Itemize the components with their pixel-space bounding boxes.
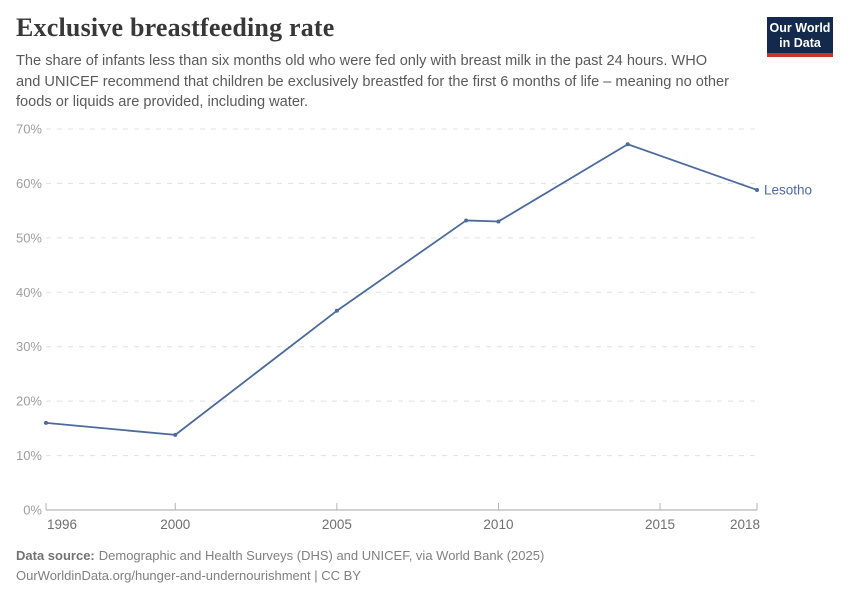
subtitle-line: The share of infants less than six month… (16, 53, 708, 69)
x-tick-label-2010: 2010 (483, 517, 513, 532)
subtitle-line: and UNICEF recommend that children be ex… (16, 73, 730, 90)
data-point-2010[interactable] (496, 219, 501, 224)
y-tick-label-10: 10% (16, 448, 42, 463)
y-tick-label-0: 0% (23, 503, 42, 518)
data-point-2000[interactable] (173, 432, 178, 437)
y-tick-label-50: 50% (16, 230, 42, 245)
chart-footer: Data source: Demographic and Health Surve… (16, 546, 544, 586)
data-source-text: Demographic and Health Surveys (DHS) and… (98, 548, 545, 563)
owid-logo[interactable]: Our World in Data (767, 17, 833, 57)
x-tick-label-2018: 2018 (730, 517, 760, 532)
series-end-label-lesotho[interactable]: Lesotho (764, 182, 812, 197)
subtitle-line: foods or liquids are provided, including… (16, 94, 309, 110)
owid-logo-line1: Our World (769, 21, 831, 35)
y-tick-label-70: 70% (16, 122, 42, 137)
y-tick-label-40: 40% (16, 285, 42, 300)
chart-subtitle: The share of infants less than six month… (16, 51, 776, 113)
data-point-2018[interactable] (755, 187, 759, 192)
y-tick-label-20: 20% (16, 394, 42, 409)
y-tick-label-60: 60% (16, 176, 42, 191)
x-tick-label-1996: 1996 (47, 517, 77, 532)
data-source-line: Data source: Demographic and Health Surve… (16, 546, 544, 566)
x-tick-label-2005: 2005 (322, 517, 352, 532)
license-line[interactable]: OurWorldinData.org/hunger-and-undernouri… (16, 568, 361, 583)
page-title: Exclusive breastfeeding rate (16, 13, 335, 42)
x-tick-label-2000: 2000 (160, 517, 190, 532)
data-point-1996[interactable] (44, 420, 48, 425)
series-line-lesotho[interactable] (45, 143, 758, 436)
data-source-label: Data source: (16, 548, 95, 563)
owid-logo-line2: in Data (779, 35, 821, 50)
data-point-2014[interactable] (625, 142, 630, 147)
x-tick-label-2015: 2015 (645, 517, 675, 532)
data-point-2009[interactable] (464, 218, 469, 223)
y-tick-label-30: 30% (16, 339, 42, 354)
data-point-2005[interactable] (334, 308, 339, 313)
